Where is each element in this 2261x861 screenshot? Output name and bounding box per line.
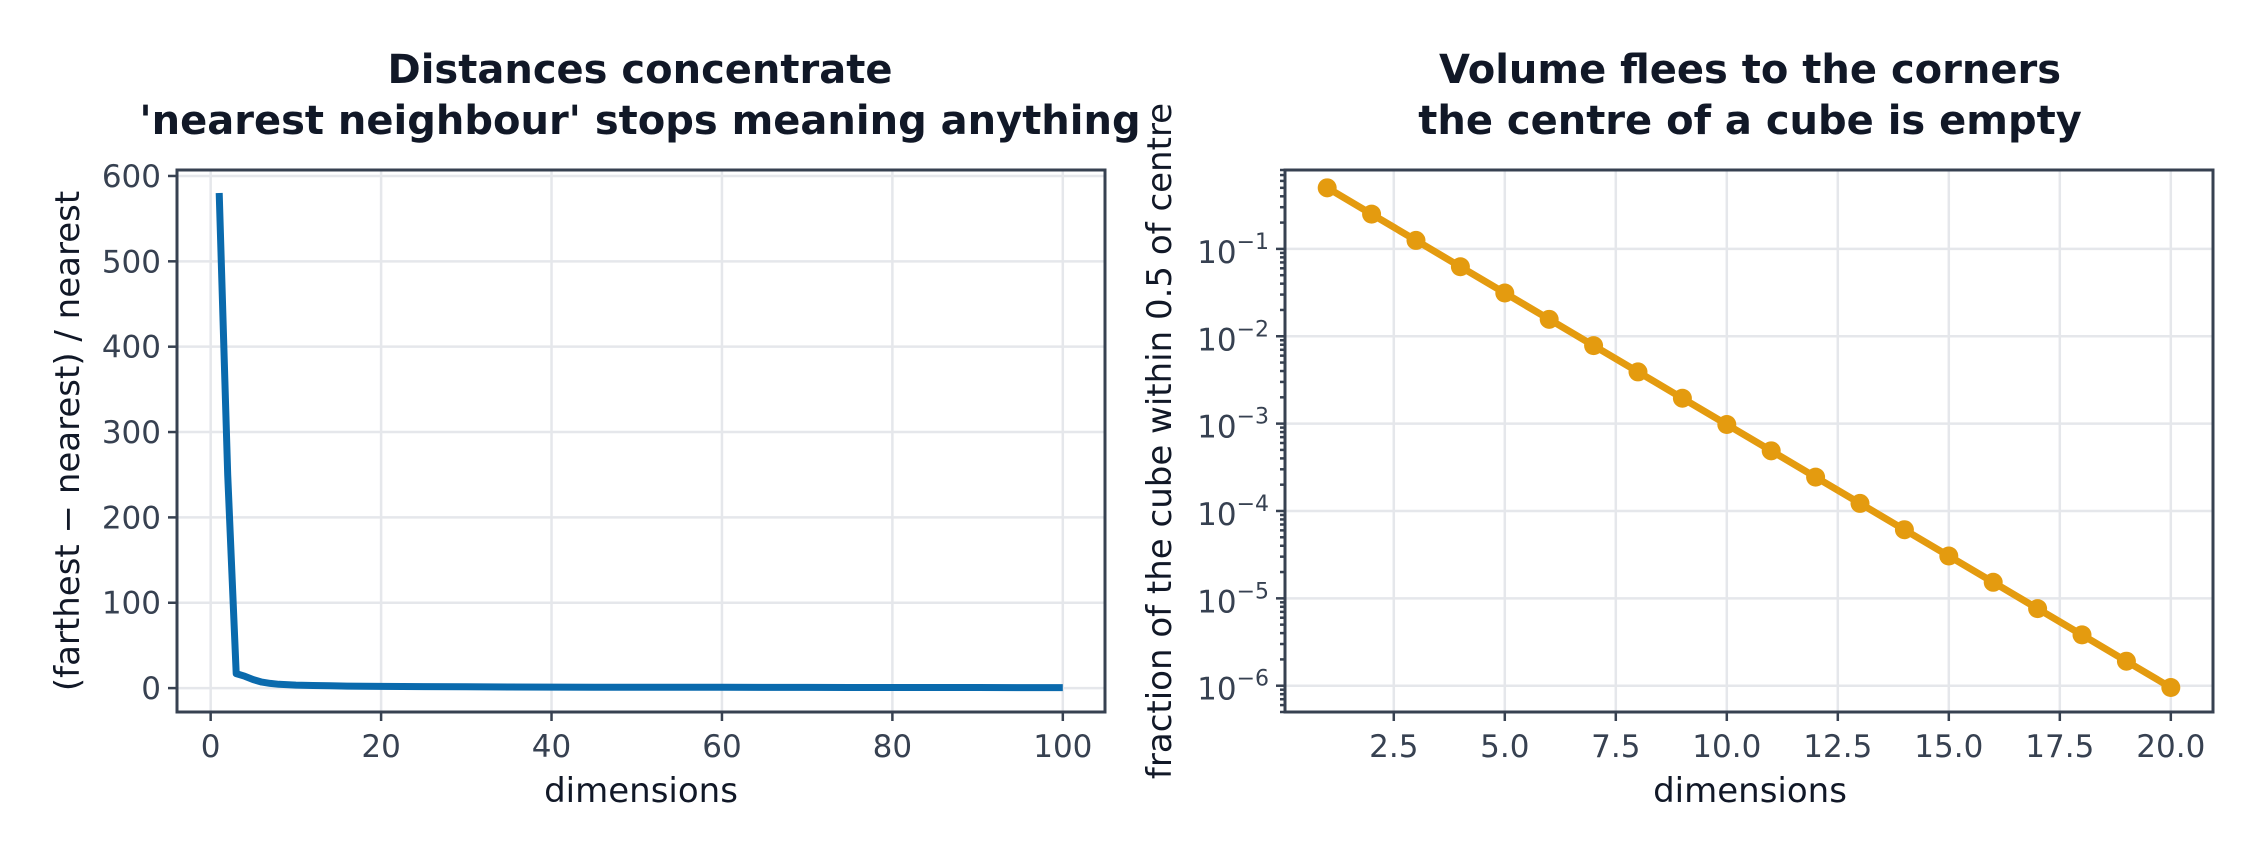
data-point: [1317, 178, 1337, 198]
data-point: [1806, 467, 1826, 487]
y-axis-label-right: fraction of the cube within 0.5 of centr…: [1140, 103, 1180, 779]
y-tick-label: 10−3: [1197, 405, 1269, 446]
y-tick-label: 10−4: [1197, 492, 1269, 533]
series-line: [215, 192, 1063, 692]
data-point: [2116, 651, 2136, 671]
tick-labels-right: 2.5 5.0 7.5 10.0 12.5 15.0 17.5 20.0 10−1 10−2 10−…: [1197, 168, 2205, 765]
x-tick-label: 60: [702, 729, 741, 765]
data-point: [1850, 493, 1870, 513]
chart-volume: Volume flees to the corners the centre o…: [1140, 47, 2215, 811]
data-point: [1584, 336, 1604, 356]
gridlines-left: [177, 170, 1105, 712]
y-tick-label: 10−1: [1197, 230, 1269, 271]
y-tick-label: 10−5: [1197, 579, 1269, 620]
x-tick-label: 0: [201, 729, 221, 765]
x-tick-label: 20: [361, 729, 400, 765]
data-point: [2072, 625, 2092, 645]
data-point: [1539, 309, 1559, 329]
x-tick-label: 80: [873, 729, 912, 765]
data-point: [1717, 415, 1737, 435]
chart-distances: Distances concentrate 'nearest neighbour…: [48, 47, 1141, 811]
x-tick-label: 15.0: [1914, 729, 1983, 765]
y-tick-label: 200: [102, 500, 161, 536]
x-axis-label-left: dimensions: [544, 771, 738, 811]
data-point: [2028, 599, 2048, 619]
y-tick-label: 10−6: [1197, 667, 1269, 708]
series-group-left: [215, 192, 1063, 692]
y-tick-label: 10−2: [1197, 317, 1269, 358]
y-tick-label: 500: [102, 244, 161, 280]
y-tick-label: 400: [102, 330, 161, 366]
data-point: [1628, 362, 1648, 382]
y-tick-label: 0: [141, 671, 161, 707]
x-tick-label: 7.5: [1591, 729, 1640, 765]
y-tick-label: 300: [102, 415, 161, 451]
tick-labels-left: 0 20 40 60 80 100 0 100 200 300 400 500 600: [102, 159, 1093, 765]
plot-frame-left: [175, 168, 1107, 714]
y-tick-label: 100: [102, 586, 161, 622]
data-point: [1406, 230, 1426, 250]
y-axis-label-left: (farthest − nearest) / nearest: [48, 191, 88, 691]
data-point: [1362, 204, 1382, 224]
data-point: [1495, 283, 1515, 303]
data-point: [1761, 441, 1781, 461]
x-tick-label: 100: [1033, 729, 1092, 765]
y-tick-label: 600: [102, 159, 161, 195]
x-tick-label: 2.5: [1369, 729, 1418, 765]
x-tick-label: 17.5: [2025, 729, 2094, 765]
data-point: [1983, 572, 2003, 592]
data-point: [2161, 678, 2181, 698]
gridlines-right: [1285, 170, 2213, 712]
chart-title-left: Distances concentrate: [388, 47, 893, 93]
x-axis-label-right: dimensions: [1653, 771, 1847, 811]
x-tick-label: 10.0: [1692, 729, 1761, 765]
x-tick-label: 40: [532, 729, 571, 765]
data-point: [1672, 388, 1692, 408]
data-point: [1939, 546, 1959, 566]
data-point: [1894, 520, 1914, 540]
x-tick-label: 12.5: [1803, 729, 1872, 765]
x-tick-label: 20.0: [2136, 729, 2205, 765]
chart-subtitle-right: the centre of a cube is empty: [1418, 98, 2082, 144]
chart-title-right: Volume flees to the corners: [1439, 47, 2061, 93]
series-group-right: [1317, 178, 2181, 698]
data-point: [1450, 257, 1470, 277]
x-tick-label: 5.0: [1480, 729, 1529, 765]
plot-frame-right: [1283, 168, 2215, 714]
chart-subtitle-left: 'nearest neighbour' stops meaning anythi…: [139, 98, 1140, 144]
